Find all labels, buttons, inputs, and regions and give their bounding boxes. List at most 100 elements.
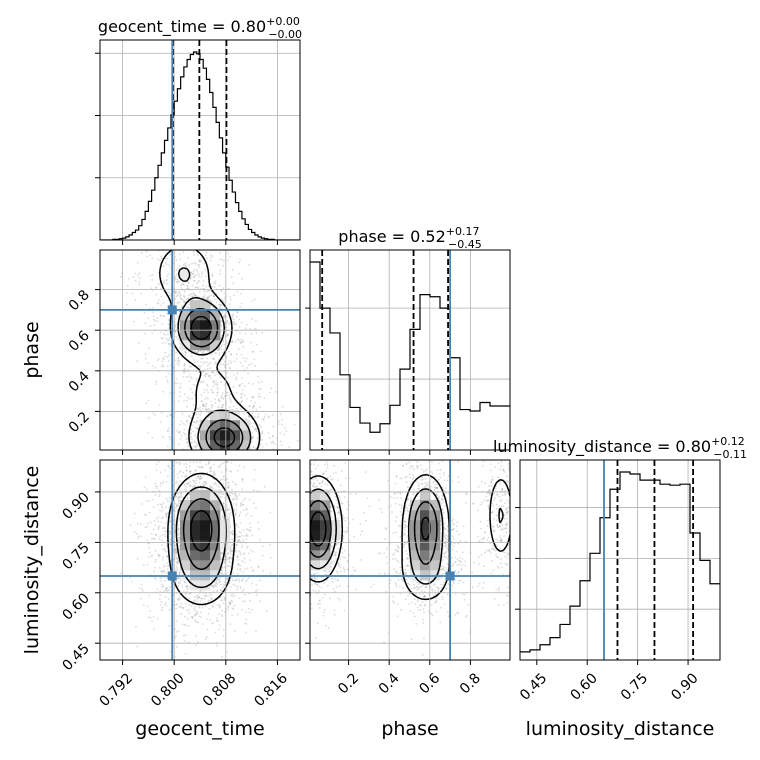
- sample-point: [225, 588, 228, 591]
- sample-point: [194, 470, 197, 473]
- sample-point: [216, 604, 219, 607]
- sample-point: [155, 463, 158, 466]
- sample-point: [230, 599, 233, 602]
- sample-point: [188, 611, 190, 614]
- sample-point: [223, 364, 226, 367]
- sample-point: [236, 467, 238, 469]
- sample-point: [169, 544, 172, 546]
- sample-point: [156, 588, 159, 591]
- sample-point: [211, 584, 213, 587]
- sample-point: [210, 294, 212, 297]
- sample-point: [138, 277, 141, 280]
- sample-point: [159, 420, 162, 423]
- sample-point: [154, 560, 157, 563]
- sample-point: [239, 331, 241, 334]
- sample-point: [250, 362, 253, 365]
- sample-point: [252, 446, 255, 449]
- sample-point: [239, 585, 242, 588]
- sample-point: [238, 261, 241, 264]
- sample-point: [221, 478, 224, 481]
- sample-point: [214, 584, 217, 586]
- sample-point: [168, 337, 171, 340]
- sample-point: [177, 562, 179, 565]
- sample-point: [157, 516, 160, 519]
- sample-point: [206, 462, 208, 464]
- sample-point: [140, 583, 143, 586]
- sample-point: [160, 304, 162, 307]
- sample-point: [147, 416, 150, 419]
- sample-point: [303, 565, 305, 567]
- sample-point: [200, 477, 203, 479]
- sample-point: [159, 594, 162, 597]
- sample-point: [254, 401, 256, 404]
- sample-point: [244, 622, 247, 624]
- sample-point: [166, 379, 169, 382]
- sample-point: [194, 609, 196, 612]
- sample-point: [222, 456, 224, 458]
- sample-point: [175, 505, 178, 507]
- sample-point: [195, 479, 198, 482]
- sample-point: [227, 486, 229, 488]
- sample-point: [242, 509, 245, 512]
- sample-point: [150, 555, 153, 557]
- sample-point: [129, 576, 131, 579]
- sample-point: [204, 372, 207, 375]
- sample-point: [178, 430, 181, 433]
- sample-point: [201, 381, 204, 384]
- sample-point: [223, 505, 225, 508]
- sample-point: [217, 619, 220, 622]
- sample-point: [190, 377, 193, 380]
- sample-point: [236, 556, 239, 558]
- sample-point: [185, 602, 187, 605]
- sample-point: [208, 451, 210, 453]
- sample-point: [239, 503, 242, 505]
- sample-point: [160, 609, 163, 612]
- sample-point: [227, 605, 230, 607]
- sample-point: [218, 405, 221, 408]
- sample-point: [227, 455, 229, 457]
- sample-point: [221, 246, 223, 248]
- sample-point: [251, 550, 254, 553]
- sample-point: [153, 318, 155, 321]
- sample-point: [161, 570, 164, 573]
- sample-point: [203, 287, 206, 290]
- sample-point: [219, 506, 222, 509]
- sample-point: [251, 412, 254, 415]
- sample-point: [160, 237, 162, 239]
- sample-point: [226, 478, 228, 481]
- sample-point: [221, 405, 224, 408]
- sample-point: [254, 447, 257, 449]
- sample-point: [219, 304, 222, 307]
- sample-point: [237, 469, 239, 472]
- sample-point: [218, 613, 220, 616]
- sample-point: [257, 413, 260, 416]
- sample-point: [159, 603, 162, 606]
- density-cell: [200, 330, 211, 341]
- sample-point: [197, 416, 199, 419]
- sample-point: [125, 303, 128, 306]
- sample-point: [239, 511, 242, 514]
- sample-point: [229, 552, 232, 555]
- sample-point: [236, 544, 239, 547]
- sample-point: [167, 464, 170, 467]
- sample-point: [235, 509, 238, 511]
- sample-point: [251, 534, 254, 537]
- sample-point: [162, 314, 165, 317]
- sample-point: [244, 360, 247, 363]
- sample-point: [247, 453, 249, 455]
- sample-point: [177, 504, 180, 507]
- sample-point: [221, 476, 223, 478]
- sample-point: [241, 503, 244, 506]
- sample-point: [182, 300, 185, 302]
- sample-point: [236, 568, 239, 571]
- sample-point: [244, 593, 246, 596]
- sample-point: [222, 340, 225, 343]
- sample-point: [177, 529, 180, 532]
- sample-point: [252, 406, 255, 409]
- sample-point: [176, 557, 179, 560]
- sample-point: [158, 404, 161, 406]
- sample-point: [220, 508, 223, 511]
- sample-point: [217, 399, 220, 402]
- sample-point: [193, 268, 196, 271]
- sample-point: [244, 332, 247, 335]
